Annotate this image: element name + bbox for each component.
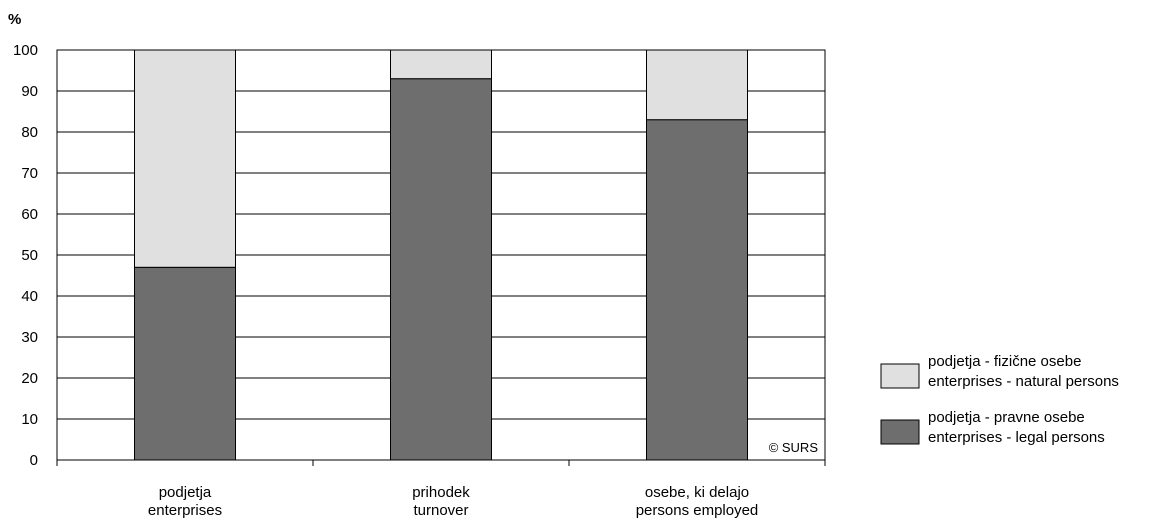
x-category-label: podjetja (159, 484, 212, 501)
bar-segment (646, 119, 748, 461)
y-tick-label: 80 (21, 124, 38, 141)
y-tick-label: 20 (21, 370, 38, 387)
bars (134, 49, 748, 461)
watermark: © SURS (769, 440, 819, 455)
legend-label: enterprises - natural persons (928, 373, 1119, 390)
bar-segment (646, 49, 748, 121)
bar-segment (390, 49, 492, 80)
x-category-label: persons employed (636, 502, 759, 519)
legend-label: podjetja - pravne osebe (928, 409, 1085, 426)
legend-label: podjetja - fizične osebe (928, 353, 1081, 370)
y-tick-label: 40 (21, 288, 38, 305)
legend-label: enterprises - legal persons (928, 429, 1105, 446)
y-unit-label: % (8, 11, 21, 28)
y-tick-label: 50 (21, 247, 38, 264)
y-tick-label: 100 (13, 42, 38, 59)
bar-segment (134, 266, 236, 461)
y-tick-label: 0 (30, 452, 38, 469)
y-tick-label: 70 (21, 165, 38, 182)
legend: podjetja - fizične osebe enterprises - na… (880, 353, 1119, 446)
y-tick-label: 10 (21, 411, 38, 428)
y-tick-label: 30 (21, 329, 38, 346)
y-tick-label: 60 (21, 206, 38, 223)
x-category-label: prihodek (412, 484, 470, 501)
legend-swatch (880, 419, 920, 445)
x-category-label: osebe, ki delajo (645, 484, 749, 501)
bar-segment (134, 49, 236, 268)
bar-segment (390, 78, 492, 461)
x-category-label: turnover (413, 502, 468, 519)
y-tick-label: 90 (21, 83, 38, 100)
legend-swatch (880, 363, 920, 389)
x-category-label: enterprises (148, 502, 222, 519)
axes: 0 10 20 30 40 50 60 70 80 90 100 podjetjaenterprise… (13, 42, 826, 519)
